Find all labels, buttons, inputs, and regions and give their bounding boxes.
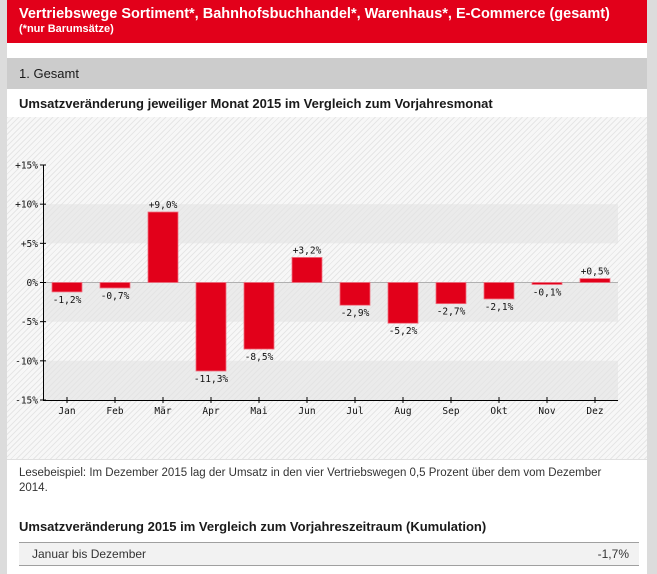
x-tick-label: Mai: [250, 406, 267, 417]
cumulative-title: Umsatzveränderung 2015 im Vergleich zum …: [19, 519, 487, 534]
data-label: -8,5%: [245, 352, 274, 363]
x-tick-label: Sep: [442, 406, 459, 417]
data-label: +9,0%: [149, 200, 178, 211]
bar: [339, 282, 371, 306]
y-tick-label: -15%: [15, 396, 38, 407]
x-tick-label: Mär: [154, 406, 171, 417]
bar: [195, 282, 227, 372]
bar: [243, 282, 275, 350]
data-label: -5,2%: [389, 326, 418, 337]
data-label: -1,2%: [53, 295, 82, 306]
data-label: -2,9%: [341, 308, 370, 319]
data-label: -11,3%: [194, 374, 229, 385]
bar: [531, 282, 563, 285]
section-header[interactable]: 1. Gesamt: [7, 58, 647, 89]
data-label: -2,1%: [485, 302, 514, 313]
x-tick-label: Dez: [586, 406, 603, 417]
y-tick-label: +5%: [21, 239, 38, 250]
data-label: -2,7%: [437, 307, 466, 318]
x-tick-label: Aug: [394, 406, 411, 417]
bar: [387, 282, 419, 324]
y-tick-label: +10%: [15, 200, 38, 211]
cumulative-row-label: Januar bis Dezember: [32, 547, 147, 561]
y-tick-label: 0%: [27, 278, 39, 289]
data-label: -0,1%: [533, 288, 562, 299]
x-tick-label: Jun: [298, 406, 315, 417]
header-banner: Vertriebswege Sortiment*, Bahnhofsbuchha…: [7, 0, 647, 43]
grid-band: [43, 360, 618, 400]
bar: [435, 282, 467, 305]
x-tick-label: Feb: [106, 406, 123, 417]
y-tick-label: -5%: [21, 317, 38, 328]
page-subtitle: (*nur Barumsätze): [19, 23, 114, 35]
chart-title: Umsatzveränderung jeweiliger Monat 2015 …: [19, 96, 493, 111]
cumulative-row: Januar bis Dezember -1,7%: [19, 542, 639, 566]
reading-example: Lesebeispiel: Im Dezember 2015 lag der U…: [19, 467, 602, 494]
x-tick-label: Jul: [346, 406, 363, 417]
bar: [483, 282, 515, 300]
bar: [51, 282, 83, 293]
x-tick-label: Jan: [58, 406, 75, 417]
bar: [291, 257, 323, 283]
section-label: 1. Gesamt: [19, 66, 79, 81]
data-label: +3,2%: [293, 245, 322, 256]
bar: [99, 282, 131, 289]
bar: [579, 278, 611, 283]
data-label: +0,5%: [581, 267, 610, 278]
page-title: Vertriebswege Sortiment*, Bahnhofsbuchha…: [19, 6, 610, 22]
bar: [147, 211, 179, 283]
grid-band: [43, 282, 618, 322]
grid-band: [43, 204, 618, 244]
x-tick-label: Apr: [202, 406, 219, 417]
x-tick-label: Nov: [538, 406, 555, 417]
y-tick-label: -10%: [15, 356, 38, 367]
x-tick-label: Okt: [490, 406, 507, 417]
data-label: -0,7%: [101, 291, 130, 302]
y-tick-label: +15%: [15, 161, 38, 172]
cumulative-row-value: -1,7%: [597, 547, 629, 561]
